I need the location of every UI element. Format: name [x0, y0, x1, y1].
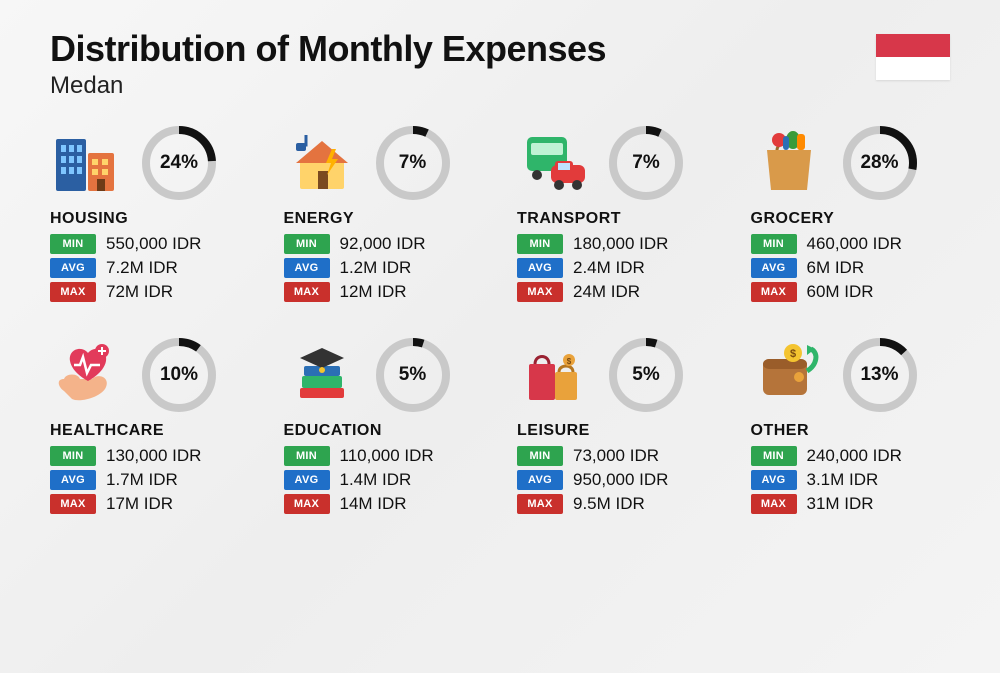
svg-text:$: $	[789, 348, 795, 360]
pill-min: MIN	[751, 446, 797, 466]
page-title: Distribution of Monthly Expenses	[50, 28, 950, 70]
grocery-icon	[751, 125, 827, 201]
energy-donut: 7%	[374, 124, 452, 202]
education-icon	[284, 337, 360, 413]
education-donut: 5%	[374, 336, 452, 414]
category-card-other: $ 13% OTHER MIN 240,000 IDR AVG 3.1M IDR…	[751, 336, 951, 518]
housing-icon	[50, 125, 126, 201]
housing-min: 550,000 IDR	[106, 234, 201, 254]
other-percent: 13%	[841, 336, 919, 414]
grocery-max: 60M IDR	[807, 282, 874, 302]
pill-avg: AVG	[50, 470, 96, 490]
transport-icon	[517, 125, 593, 201]
pill-max: MAX	[284, 282, 330, 302]
pill-min: MIN	[50, 234, 96, 254]
pill-max: MAX	[284, 494, 330, 514]
healthcare-icon	[50, 337, 126, 413]
leisure-percent: 5%	[607, 336, 685, 414]
svg-text:$: $	[567, 357, 572, 366]
education-min: 110,000 IDR	[340, 446, 434, 466]
grocery-min: 460,000 IDR	[807, 234, 902, 254]
housing-donut: 24%	[140, 124, 218, 202]
leisure-max: 9.5M IDR	[573, 494, 645, 514]
pill-min: MIN	[284, 234, 330, 254]
leisure-avg: 950,000 IDR	[573, 470, 668, 490]
category-grid: 24% HOUSING MIN 550,000 IDR AVG 7.2M IDR…	[50, 124, 950, 518]
other-max: 31M IDR	[807, 494, 874, 514]
grocery-avg: 6M IDR	[807, 258, 865, 278]
pill-min: MIN	[517, 446, 563, 466]
education-name: EDUCATION	[284, 422, 484, 440]
transport-avg: 2.4M IDR	[573, 258, 645, 278]
leisure-donut: 5%	[607, 336, 685, 414]
energy-min: 92,000 IDR	[340, 234, 426, 254]
education-avg: 1.4M IDR	[340, 470, 412, 490]
pill-avg: AVG	[50, 258, 96, 278]
housing-percent: 24%	[140, 124, 218, 202]
other-avg: 3.1M IDR	[807, 470, 879, 490]
energy-avg: 1.2M IDR	[340, 258, 412, 278]
other-min: 240,000 IDR	[807, 446, 902, 466]
housing-avg: 7.2M IDR	[106, 258, 178, 278]
pill-min: MIN	[50, 446, 96, 466]
header: Distribution of Monthly Expenses Medan	[50, 28, 950, 100]
housing-max: 72M IDR	[106, 282, 173, 302]
pill-avg: AVG	[284, 470, 330, 490]
category-card-energy: 7% ENERGY MIN 92,000 IDR AVG 1.2M IDR MA…	[284, 124, 484, 306]
category-card-grocery: 28% GROCERY MIN 460,000 IDR AVG 6M IDR M…	[751, 124, 951, 306]
flag-icon	[876, 34, 950, 80]
grocery-donut: 28%	[841, 124, 919, 202]
pill-max: MAX	[517, 282, 563, 302]
pill-max: MAX	[50, 282, 96, 302]
healthcare-name: HEALTHCARE	[50, 422, 250, 440]
transport-name: TRANSPORT	[517, 210, 717, 228]
leisure-icon: $	[517, 337, 593, 413]
other-donut: 13%	[841, 336, 919, 414]
pill-max: MAX	[50, 494, 96, 514]
pill-avg: AVG	[751, 470, 797, 490]
healthcare-max: 17M IDR	[106, 494, 173, 514]
housing-name: HOUSING	[50, 210, 250, 228]
healthcare-donut: 10%	[140, 336, 218, 414]
transport-percent: 7%	[607, 124, 685, 202]
grocery-name: GROCERY	[751, 210, 951, 228]
pill-avg: AVG	[751, 258, 797, 278]
pill-min: MIN	[517, 234, 563, 254]
category-card-healthcare: 10% HEALTHCARE MIN 130,000 IDR AVG 1.7M …	[50, 336, 250, 518]
leisure-name: LEISURE	[517, 422, 717, 440]
healthcare-percent: 10%	[140, 336, 218, 414]
education-max: 14M IDR	[340, 494, 407, 514]
category-card-education: 5% EDUCATION MIN 110,000 IDR AVG 1.4M ID…	[284, 336, 484, 518]
pill-avg: AVG	[517, 258, 563, 278]
energy-max: 12M IDR	[340, 282, 407, 302]
category-card-leisure: $ 5% LEISURE MIN 73,000 IDR AVG 950,000 …	[517, 336, 717, 518]
grocery-percent: 28%	[841, 124, 919, 202]
leisure-min: 73,000 IDR	[573, 446, 659, 466]
education-percent: 5%	[374, 336, 452, 414]
transport-max: 24M IDR	[573, 282, 640, 302]
pill-max: MAX	[517, 494, 563, 514]
pill-max: MAX	[751, 282, 797, 302]
pill-avg: AVG	[517, 470, 563, 490]
category-card-transport: 7% TRANSPORT MIN 180,000 IDR AVG 2.4M ID…	[517, 124, 717, 306]
page-subtitle: Medan	[50, 72, 950, 100]
category-card-housing: 24% HOUSING MIN 550,000 IDR AVG 7.2M IDR…	[50, 124, 250, 306]
energy-percent: 7%	[374, 124, 452, 202]
energy-icon	[284, 125, 360, 201]
pill-min: MIN	[751, 234, 797, 254]
other-name: OTHER	[751, 422, 951, 440]
healthcare-min: 130,000 IDR	[106, 446, 201, 466]
energy-name: ENERGY	[284, 210, 484, 228]
pill-max: MAX	[751, 494, 797, 514]
other-icon: $	[751, 337, 827, 413]
pill-min: MIN	[284, 446, 330, 466]
healthcare-avg: 1.7M IDR	[106, 470, 178, 490]
pill-avg: AVG	[284, 258, 330, 278]
transport-min: 180,000 IDR	[573, 234, 668, 254]
transport-donut: 7%	[607, 124, 685, 202]
